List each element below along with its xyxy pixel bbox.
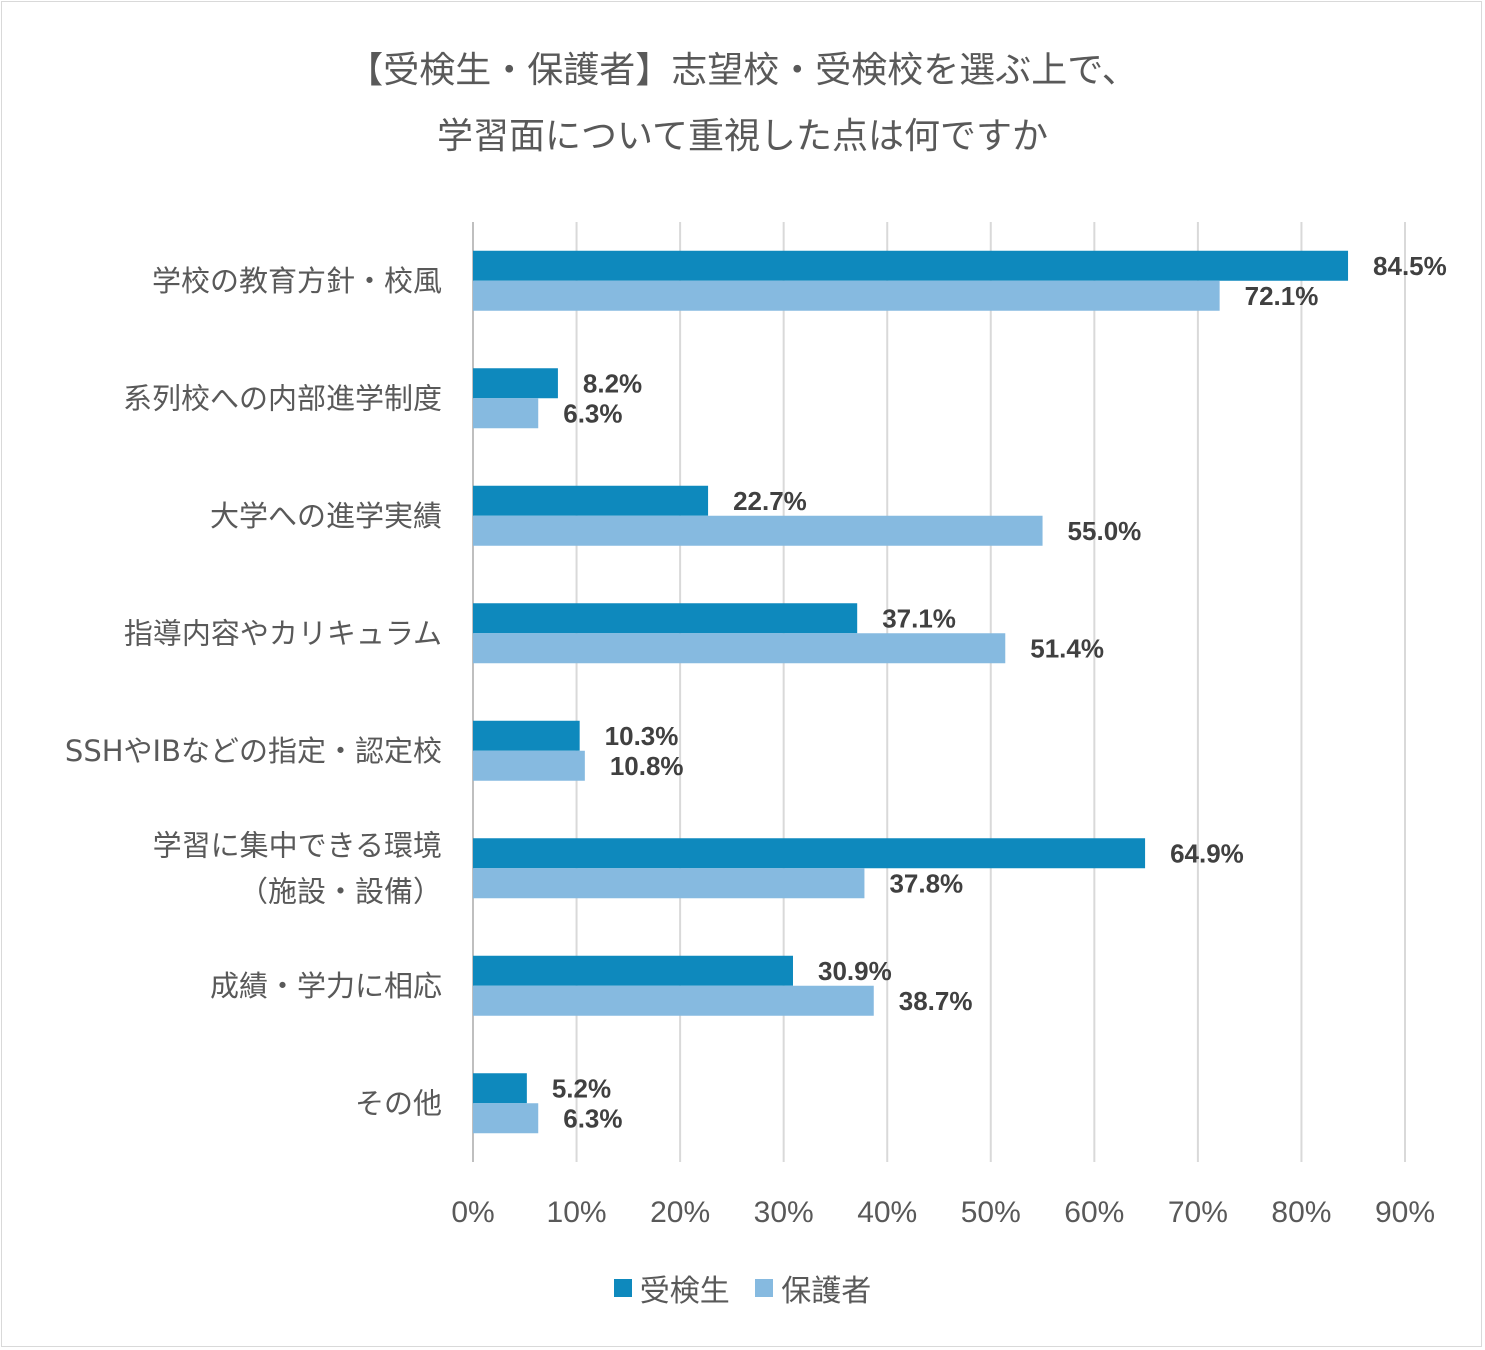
data-label-series-0-cat-7: 5.2%	[552, 1073, 611, 1103]
bar-series-1-cat-0	[473, 280, 1220, 311]
category-label-5-1: （施設・設備）	[239, 874, 442, 908]
category-label-4: SSHやIBなどの指定・認定校	[65, 734, 442, 768]
bar-series-0-cat-1	[473, 368, 558, 399]
data-label-series-1-cat-5: 37.8%	[889, 868, 963, 898]
bar-series-1-cat-7	[473, 1103, 539, 1134]
category-label-2: 大学への進学実績	[210, 499, 442, 533]
chart-title: 【受検生・保護者】志望校・受検校を選ぶ上で、 学習面について重視した点は何ですか	[0, 38, 1485, 170]
data-label-series-0-cat-3: 37.1%	[882, 603, 956, 633]
category-label-3: 指導内容やカリキュラム	[124, 616, 442, 650]
legend-label-series-1: 保護者	[781, 1274, 872, 1309]
bar-series-1-cat-1	[473, 398, 539, 429]
data-label-series-0-cat-6: 30.9%	[818, 956, 892, 986]
category-label-5-0: 学習に集中できる環境	[153, 828, 442, 862]
x-tick-label-60: 60%	[1064, 1196, 1124, 1229]
data-label-series-1-cat-7: 6.3%	[563, 1103, 622, 1133]
category-label-1: 系列校への内部進学制度	[123, 381, 442, 415]
legend-swatch-series-0	[613, 1279, 632, 1297]
chart-title-line-1: 【受検生・保護者】志望校・受検校を選ぶ上で、	[347, 50, 1138, 91]
legend-label-series-0: 受検生	[639, 1274, 730, 1309]
data-label-series-1-cat-2: 55.0%	[1068, 516, 1142, 546]
bar-series-0-cat-3	[473, 603, 858, 634]
x-tick-label-80: 80%	[1271, 1196, 1331, 1229]
data-label-series-1-cat-1: 6.3%	[563, 398, 622, 428]
bar-series-0-cat-7	[473, 1073, 527, 1104]
x-tick-label-70: 70%	[1168, 1196, 1228, 1229]
x-tick-label-90: 90%	[1375, 1196, 1435, 1229]
legend-item-series-0: 受検生	[613, 1266, 730, 1310]
bar-series-1-cat-4	[473, 750, 585, 781]
x-tick-label-40: 40%	[857, 1196, 917, 1229]
legend-item-series-1: 保護者	[755, 1266, 871, 1310]
data-label-series-1-cat-0: 72.1%	[1245, 281, 1319, 311]
bar-series-0-cat-2	[473, 485, 709, 516]
bar-series-1-cat-2	[473, 515, 1043, 546]
data-label-series-0-cat-1: 8.2%	[583, 368, 642, 398]
legend: 受検生 保護者	[0, 1266, 1485, 1310]
data-label-series-0-cat-2: 22.7%	[733, 486, 807, 516]
x-tick-label-0: 0%	[451, 1196, 494, 1229]
bar-series-1-cat-5	[473, 868, 865, 899]
bar-series-1-cat-6	[473, 985, 874, 1016]
legend-swatch-series-1	[755, 1279, 774, 1297]
x-tick-label-30: 30%	[754, 1196, 814, 1229]
chart-title-line-2: 学習面について重視した点は何ですか	[437, 116, 1048, 157]
x-tick-label-10: 10%	[547, 1196, 607, 1229]
data-label-series-1-cat-6: 38.7%	[899, 986, 973, 1016]
category-label-7: その他	[355, 1086, 442, 1120]
data-label-series-0-cat-4: 10.3%	[605, 721, 679, 751]
bar-series-0-cat-6	[473, 955, 793, 986]
category-label-6: 成績・学力に相応	[210, 969, 442, 1003]
bar-series-0-cat-0	[473, 250, 1349, 281]
category-label-0: 学校の教育方針・校風	[152, 264, 442, 298]
data-label-series-0-cat-5: 64.9%	[1170, 838, 1244, 868]
x-tick-label-20: 20%	[650, 1196, 710, 1229]
bar-series-1-cat-3	[473, 633, 1006, 664]
x-tick-label-50: 50%	[961, 1196, 1021, 1229]
data-label-series-1-cat-3: 51.4%	[1030, 633, 1104, 663]
data-label-series-1-cat-4: 10.8%	[610, 751, 684, 781]
bar-series-0-cat-4	[473, 720, 580, 751]
data-label-series-0-cat-0: 84.5%	[1373, 251, 1447, 281]
bar-series-0-cat-5	[473, 838, 1146, 869]
